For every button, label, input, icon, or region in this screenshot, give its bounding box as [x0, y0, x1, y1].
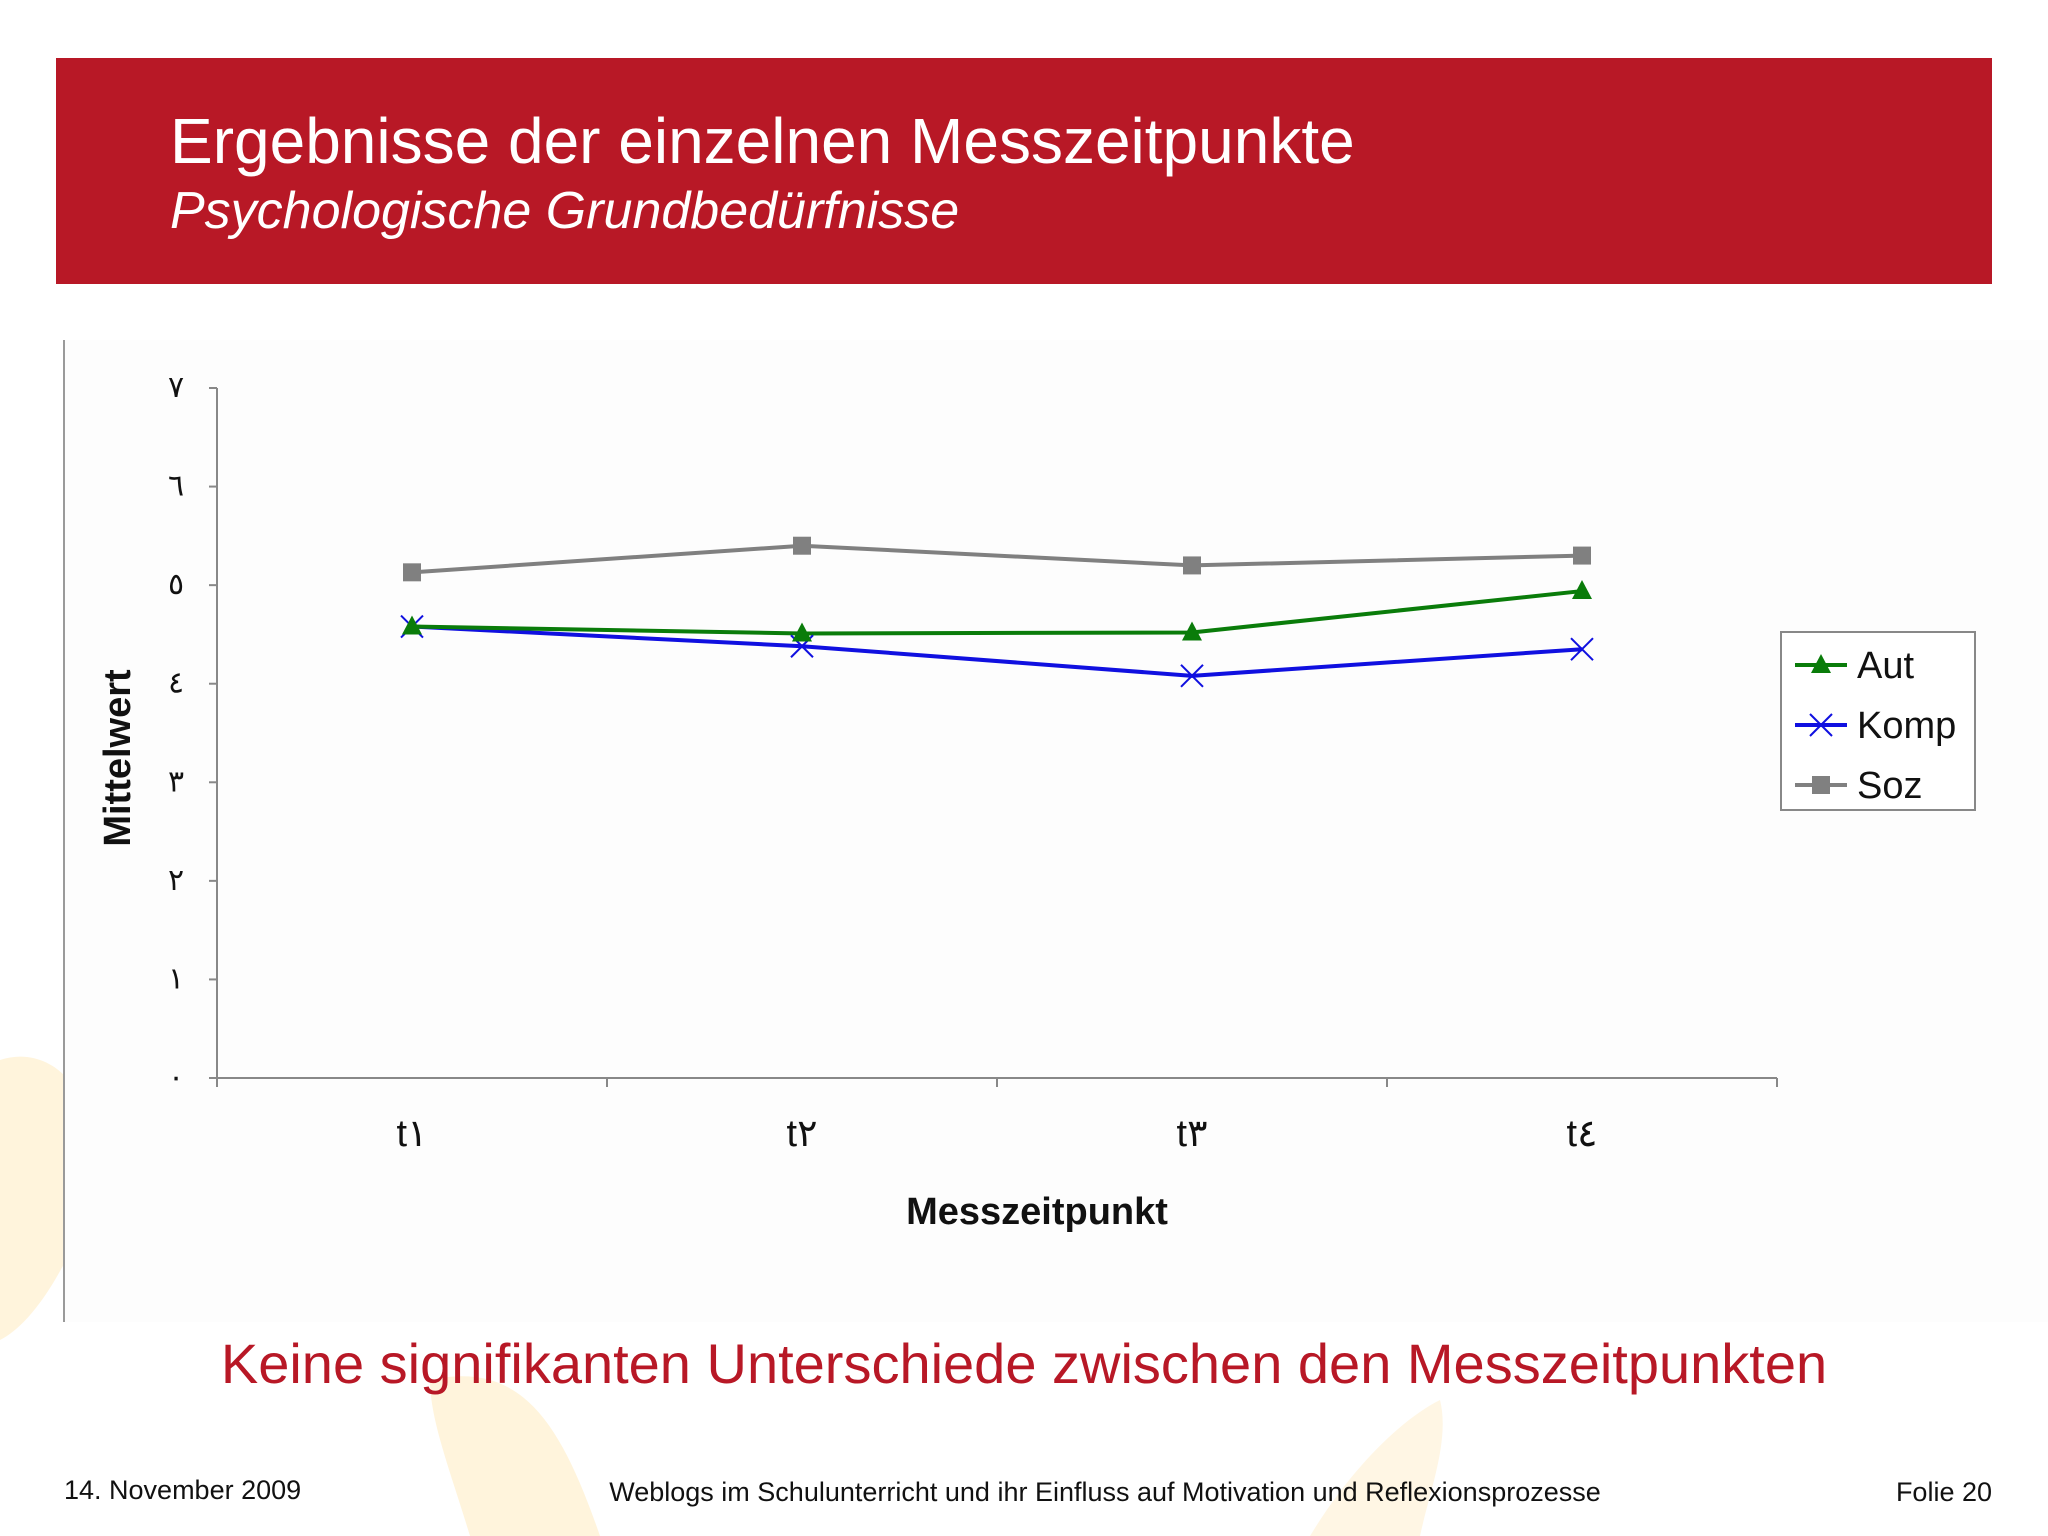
- data-point: [1570, 637, 1594, 661]
- data-point: [1182, 621, 1202, 641]
- series-markers-soz: [403, 536, 1591, 582]
- legend-box: [1780, 631, 1976, 811]
- series-markers-aut: [402, 580, 1592, 642]
- y-tick-label: ٥: [168, 568, 184, 601]
- x-tick-label: t١: [397, 1113, 428, 1155]
- legend: Aut Komp Soz: [1780, 631, 1976, 811]
- page-subtitle: Psychologische Grundbedürfnisse: [170, 182, 960, 240]
- series-markers-komp: [400, 614, 1594, 688]
- data-point: [403, 563, 421, 582]
- y-tick-label: ٣: [168, 765, 184, 798]
- data-point: [1812, 776, 1830, 794]
- legend-label: Aut: [1857, 645, 1914, 687]
- line-chart: ٠ ١ ٢ ٣ ٤ ٥ ٦ ٧ t١ t٢ t٣ t٤ Messzeitpunkt Mittelwert A…: [97, 371, 1976, 1233]
- data-point: [1573, 546, 1591, 565]
- legend-label: Komp: [1857, 705, 1956, 747]
- y-tick-label: ٢: [168, 864, 184, 897]
- series-line-komp: [411, 624, 1583, 678]
- data-point: [1183, 556, 1201, 575]
- x-tick-label: t٤: [1567, 1113, 1598, 1155]
- legend-label: Soz: [1857, 765, 1922, 807]
- legend-item: Komp: [1795, 705, 1956, 747]
- y-tick-label: ٠: [168, 1061, 184, 1094]
- data-point: [793, 536, 811, 555]
- conclusion-text: Keine signifikanten Unterschiede zwische…: [220, 1332, 1828, 1395]
- y-tick-label: ٦: [168, 470, 184, 503]
- page-title: Ergebnisse der einzelnen Messzeitpunkte: [170, 105, 1355, 177]
- data-point: [1811, 654, 1831, 673]
- series-line-soz: [411, 543, 1583, 575]
- series-line-aut: [411, 589, 1583, 636]
- data-point: [1809, 713, 1833, 737]
- y-axis-title: Mittelwert: [97, 669, 139, 847]
- chart-panel: ٠ ١ ٢ ٣ ٤ ٥ ٦ ٧ t١ t٢ t٣ t٤ Messzeitpunkt Mittelwert A…: [64, 340, 2048, 1322]
- x-axis-title: Messzeitpunkt: [906, 1191, 1168, 1233]
- y-tick-label: ٧: [168, 371, 184, 404]
- data-point: [1180, 664, 1204, 688]
- footer-title: Weblogs im Schulunterricht und ihr Einfl…: [609, 1477, 1601, 1507]
- footer-date: 14. November 2009: [64, 1475, 302, 1505]
- data-point: [1572, 580, 1592, 600]
- panel-divider: [63, 340, 65, 1322]
- data-point: [402, 615, 422, 635]
- slide-number: Folie 20: [1895, 1477, 1992, 1507]
- title-banner: [56, 58, 1992, 284]
- legend-item: Soz: [1795, 765, 1922, 807]
- data-point: [792, 622, 812, 642]
- x-tick-label: t٣: [1177, 1113, 1208, 1155]
- x-tick-label: t٢: [787, 1113, 818, 1155]
- y-tick-label: ٤: [168, 667, 184, 700]
- legend-item: Aut: [1795, 645, 1914, 687]
- y-tick-label: ١: [168, 962, 184, 995]
